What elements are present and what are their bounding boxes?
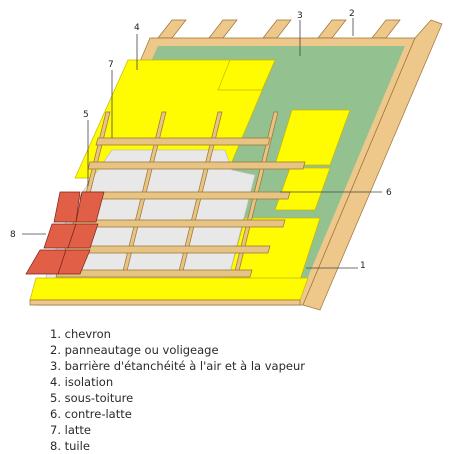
callout-8: 8 (10, 230, 16, 240)
callout-1: 1 (360, 261, 366, 271)
callout-leaders (22, 18, 382, 269)
legend-item-tuile: 8. tuile (50, 439, 90, 453)
callout-7: 7 (108, 60, 114, 70)
insulation-panels (74, 59, 351, 281)
legend-item-isolation: 4. isolation (50, 375, 114, 389)
legend-item-contre-latte: 6. contre-latte (50, 407, 132, 421)
rafter-ends-top (157, 19, 401, 39)
legend-item-latte: 7. latte (50, 423, 91, 437)
legend-item-barriere: 3. barrière d'étanchéité à l'air et à la… (50, 359, 305, 373)
legend-item-panneautage: 2. panneautage ou voligeage (50, 343, 219, 357)
legend-item-chevron: 1. chevron (50, 327, 111, 341)
callout-3: 3 (297, 11, 303, 21)
eave-edge (29, 277, 309, 306)
legend-item-sous-toiture: 5. sous-toiture (50, 391, 134, 405)
callout-4: 4 (134, 23, 140, 33)
callout-6: 6 (386, 188, 392, 198)
callout-5: 5 (83, 110, 89, 120)
battens (55, 137, 306, 278)
right-rafter (302, 19, 443, 311)
roof-cross-section-diagram: 1 2 3 4 5 6 7 8 (10, 9, 443, 311)
legend-list: 1. chevron 2. panneautage ou voligeage 3… (50, 326, 305, 454)
roof-tiles (25, 191, 105, 275)
callout-2: 2 (349, 9, 355, 19)
